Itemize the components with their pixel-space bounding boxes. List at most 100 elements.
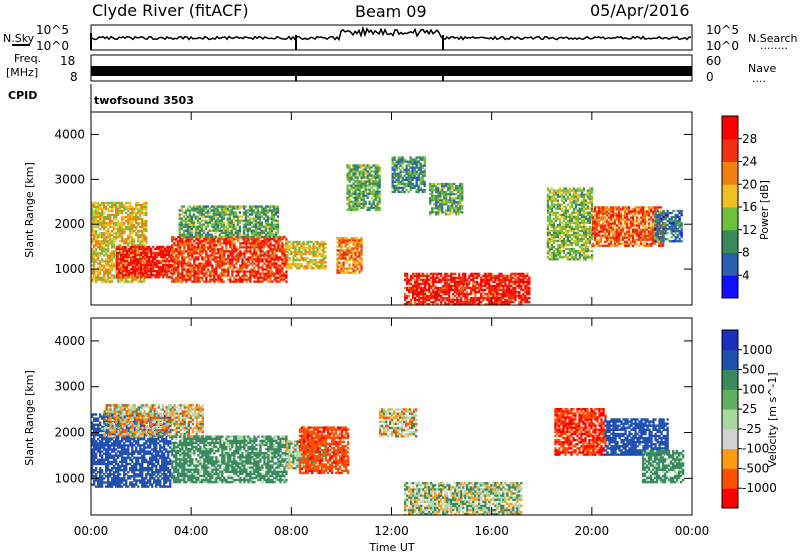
power-cell (233, 222, 235, 224)
power-cell (271, 216, 273, 218)
power-cell (267, 236, 269, 238)
power-cell (185, 238, 187, 240)
power-cell (185, 264, 187, 266)
power-cell (290, 253, 292, 255)
power-cell (342, 249, 344, 251)
power-cell (569, 206, 571, 208)
power-cell (107, 224, 109, 226)
power-cell (375, 209, 377, 211)
power-cell (175, 248, 177, 250)
power-cell (259, 213, 261, 215)
power-cell (221, 205, 223, 207)
power-cell (438, 295, 440, 297)
power-cell (131, 281, 133, 283)
power-cell (177, 252, 179, 254)
power-cell (195, 270, 197, 272)
power-cell (275, 205, 277, 207)
power-cell (122, 254, 124, 256)
power-cell (249, 242, 251, 244)
power-cell (142, 274, 144, 276)
power-cell (105, 218, 107, 220)
power-cell (221, 270, 223, 272)
power-cell (213, 248, 215, 250)
power-cell (439, 209, 441, 211)
power-cell (520, 273, 522, 275)
power-cell (356, 178, 358, 180)
power-cell (229, 205, 231, 207)
power-cell (189, 209, 191, 211)
power-cell (445, 199, 447, 201)
power-cell (424, 175, 426, 177)
power-cell (418, 179, 420, 181)
power-cell (131, 236, 133, 238)
power-cell (101, 281, 103, 283)
power-cell (111, 250, 113, 252)
power-cell (126, 250, 128, 252)
power-cell (195, 250, 197, 252)
power-cell (229, 224, 231, 226)
power-cell (191, 256, 193, 258)
power-cell (101, 218, 103, 220)
power-cell (273, 213, 275, 215)
power-cell (437, 207, 439, 209)
power-cell (551, 224, 553, 226)
power-cell (561, 230, 563, 232)
power-cell (358, 164, 360, 166)
power-cell (225, 228, 227, 230)
power-cell (288, 241, 290, 243)
power-cell (396, 189, 398, 191)
power-cell (257, 246, 259, 248)
power-cell (356, 176, 358, 178)
power-cell (197, 244, 199, 246)
power-cell (231, 224, 233, 226)
power-cell (404, 279, 406, 281)
power-cell (101, 250, 103, 252)
power-cell (154, 270, 156, 272)
power-cell (135, 206, 137, 208)
power-cell (255, 232, 257, 234)
power-cell (406, 169, 408, 171)
power-cell (158, 266, 160, 268)
power-cell (472, 289, 474, 291)
power-cell (492, 297, 494, 299)
power-cell (166, 248, 168, 250)
power-cell (259, 228, 261, 230)
power-cell (267, 232, 269, 234)
power-cell (457, 211, 459, 213)
power-cell (189, 232, 191, 234)
power-cell (414, 293, 416, 295)
power-cell (281, 246, 283, 248)
power-cell (253, 266, 255, 268)
power-cell (105, 250, 107, 252)
power-cell (221, 218, 223, 220)
power-cell (148, 266, 150, 268)
power-cell (432, 277, 434, 279)
power-cell (462, 285, 464, 287)
power-cell (107, 264, 109, 266)
power-cell (294, 253, 296, 255)
power-cell (231, 238, 233, 240)
power-cell (324, 247, 326, 249)
power-cell (279, 279, 281, 281)
power-cell (185, 222, 187, 224)
power-cell (451, 187, 453, 189)
power-cell (375, 164, 377, 166)
power-cell (410, 183, 412, 185)
power-cell (261, 240, 263, 242)
power-cell (360, 176, 362, 178)
power-cell (267, 273, 269, 275)
power-cell (265, 222, 267, 224)
power-cell (267, 216, 269, 218)
power-cell (304, 259, 306, 261)
power-cell (145, 236, 147, 238)
power-cell (130, 258, 132, 260)
power-cell (201, 220, 203, 222)
power-cell (261, 232, 263, 234)
power-cell (567, 210, 569, 212)
power-cell (510, 279, 512, 281)
power-cell (197, 248, 199, 250)
power-cell (459, 195, 461, 197)
power-cell (156, 262, 158, 264)
power-cell (271, 264, 273, 266)
power-cell (265, 242, 267, 244)
